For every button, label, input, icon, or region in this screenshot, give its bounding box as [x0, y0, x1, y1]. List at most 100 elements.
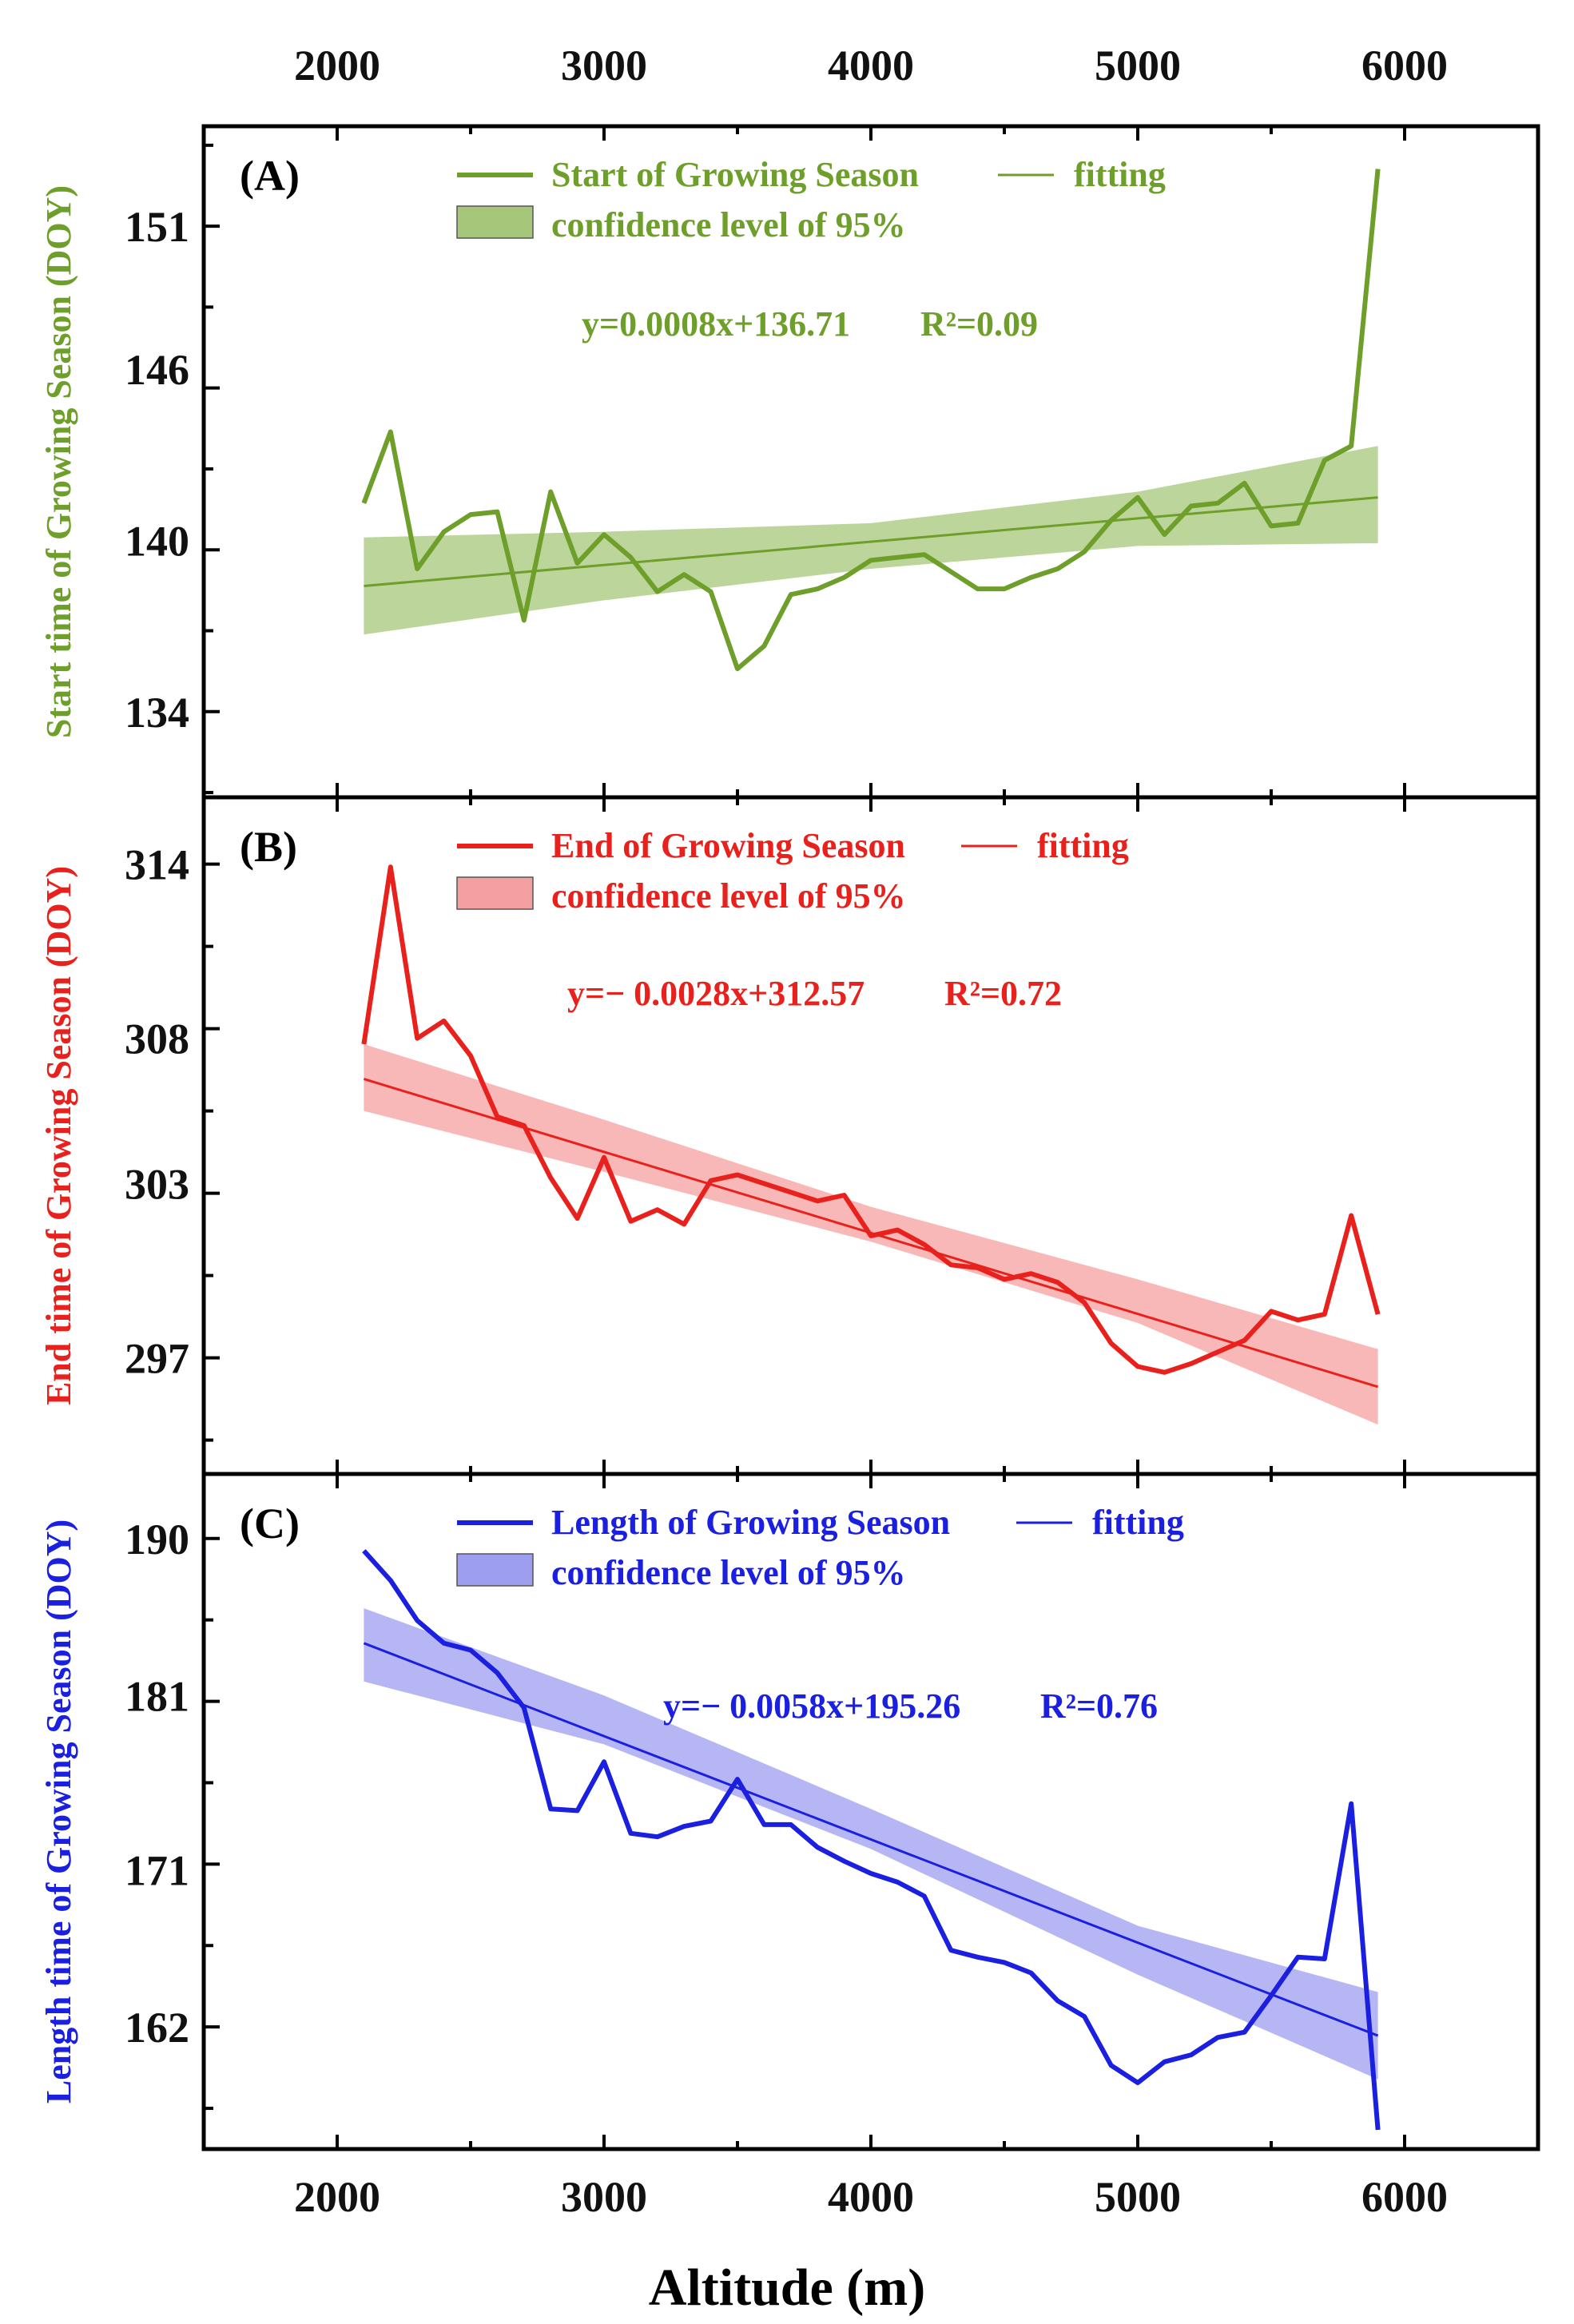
data-point	[602, 1156, 606, 1159]
data-point	[576, 1217, 579, 1220]
data-point	[709, 1820, 713, 1823]
data-point	[629, 556, 632, 559]
data-point	[656, 590, 659, 594]
data-point	[736, 1778, 739, 1781]
data-point	[1243, 482, 1246, 485]
data-point	[976, 1956, 980, 1959]
data-point	[1270, 1309, 1273, 1313]
data-point	[1216, 502, 1219, 505]
data-point	[1296, 1956, 1299, 1959]
data-point	[736, 667, 739, 670]
data-point	[1110, 2064, 1113, 2067]
data-point	[1270, 1994, 1273, 1997]
panel-letter-a: (A)	[240, 152, 300, 200]
data-point	[1349, 444, 1353, 447]
data-point	[362, 1549, 365, 1552]
data-point	[656, 1835, 659, 1838]
data-point	[816, 1199, 819, 1202]
data-point	[1190, 504, 1193, 507]
data-point	[656, 1208, 659, 1211]
data-point	[389, 865, 392, 868]
data-point	[443, 1019, 446, 1023]
confidence-band-a	[364, 446, 1378, 635]
data-point	[896, 556, 899, 559]
data-point	[1136, 1365, 1139, 1368]
data-point	[816, 1845, 819, 1849]
data-point	[736, 1174, 739, 1177]
data-point	[1323, 1957, 1326, 1961]
data-point	[1296, 1318, 1299, 1321]
data-point	[1377, 168, 1380, 171]
y-tick-label: 308	[125, 1015, 189, 1063]
data-point	[1323, 1313, 1326, 1316]
panel-letter-b: (B)	[240, 823, 297, 871]
data-point	[443, 1642, 446, 1645]
data-point	[549, 491, 552, 494]
data-point	[923, 1894, 926, 1897]
data-point	[869, 1234, 872, 1237]
data-point	[789, 1190, 793, 1194]
data-point	[1003, 587, 1006, 590]
x-axis-label: Altitude (m)	[649, 2258, 925, 2317]
y-tick-label: 140	[125, 517, 189, 565]
y-tick-label: 146	[125, 346, 189, 394]
bottom-x-tick-label: 3000	[561, 2173, 647, 2221]
bottom-x-axis-ticks: 2000 3000 4000 5000 6000	[294, 2173, 1448, 2221]
data-point	[1163, 533, 1166, 536]
data-point	[923, 553, 926, 556]
data-point	[389, 1579, 392, 1582]
bottom-x-tick-label: 5000	[1095, 2173, 1181, 2221]
data-point	[1056, 1999, 1059, 2002]
data-point	[762, 1823, 765, 1826]
data-point	[869, 558, 872, 562]
data-point	[362, 1043, 365, 1046]
fit-r-squared: R²=0.09	[920, 304, 1038, 344]
data-point	[1056, 567, 1059, 570]
data-point	[1323, 459, 1326, 462]
data-point	[1296, 522, 1299, 525]
fit-equation: y=0.0008x+136.71	[582, 304, 850, 344]
data-point	[1190, 1362, 1193, 1365]
data-line-b	[361, 864, 1381, 1375]
data-point	[362, 502, 365, 505]
data-line-c	[362, 1549, 1381, 2131]
panel-b: 297 303 308 314 (B) End of Growing Season fitt…	[39, 795, 1540, 1476]
data-point	[923, 1243, 926, 1246]
data-point	[1190, 2053, 1193, 2056]
data-point	[415, 1619, 419, 1622]
data-point	[789, 593, 793, 596]
data-point	[896, 1881, 899, 1884]
data-point	[843, 576, 846, 579]
y-tick-label: 162	[125, 2004, 189, 2052]
data-point	[523, 1706, 526, 1710]
data-point	[495, 510, 499, 514]
data-point	[576, 562, 579, 565]
data-point	[1110, 1341, 1113, 1345]
legend-fit-label: fitting	[1074, 155, 1166, 194]
bottom-x-tick-label: 4000	[828, 2173, 914, 2221]
top-x-tick-label: 6000	[1361, 42, 1448, 89]
data-point	[1163, 1371, 1166, 1374]
data-point	[1349, 1214, 1353, 1217]
panel-c: 162 171 181 190 (C) Length of Growing Season f…	[39, 1472, 1540, 2151]
data-point	[976, 587, 980, 590]
data-point	[709, 590, 713, 594]
data-point	[415, 567, 419, 570]
top-x-tick-label: 4000	[828, 42, 914, 89]
legend-ci-label: confidence level of 95%	[551, 1553, 906, 1592]
data-point	[1136, 2081, 1139, 2084]
data-point	[682, 1825, 686, 1828]
legend-fit-label: fitting	[1037, 826, 1129, 865]
data-point	[1349, 1802, 1353, 1806]
data-point	[896, 1229, 899, 1232]
data-point	[629, 1832, 632, 1835]
data-point	[1110, 518, 1113, 522]
confidence-band-c	[364, 1608, 1378, 2080]
data-point	[1216, 2036, 1219, 2039]
data-point	[1029, 1272, 1032, 1275]
panel-a: 134 140 146 151 (A) Start of Growing Season fi…	[39, 124, 1540, 800]
data-point	[1083, 1301, 1086, 1305]
top-x-tick-label: 2000	[294, 42, 380, 89]
y-tick-label: 314	[125, 841, 189, 889]
